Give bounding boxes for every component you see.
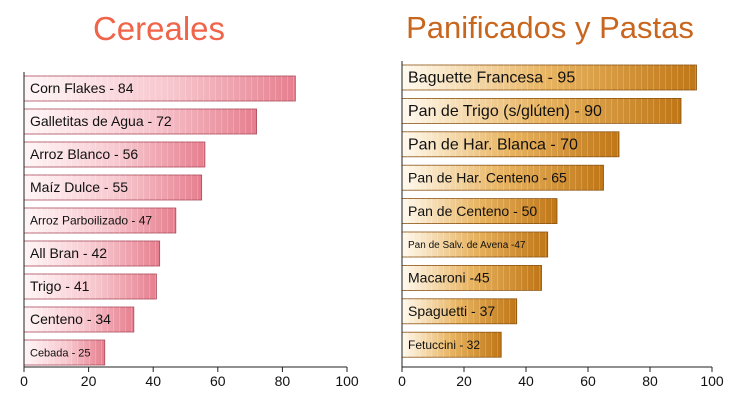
x-tick-label: 80 — [642, 373, 658, 389]
bar-label: Corn Flakes - 84 — [30, 80, 134, 96]
bar-texture — [24, 76, 296, 101]
bar-label: Pan de Har. Blanca - 70 — [408, 137, 578, 154]
bar-texture — [24, 208, 176, 233]
bar-label: Fetuccini - 32 — [408, 338, 480, 352]
bar-label: All Bran - 42 — [30, 245, 107, 261]
bar-texture — [402, 131, 619, 157]
x-tick-label: 80 — [275, 373, 291, 389]
x-tick-label: 0 — [20, 373, 28, 389]
bar-texture — [24, 175, 202, 200]
bar-texture — [24, 241, 160, 266]
bar-label: Arroz Blanco - 56 — [30, 146, 138, 162]
x-tick-label: 40 — [145, 373, 161, 389]
bar-texture — [402, 332, 502, 358]
bar-texture — [24, 307, 134, 332]
x-tick-label: 100 — [700, 373, 724, 389]
x-tick-label: 0 — [398, 373, 406, 389]
bar-texture — [402, 265, 542, 291]
bar-label: Pan de Centeno - 50 — [408, 203, 537, 219]
bar-texture — [402, 232, 548, 257]
bar-label: Arroz Parboilizado - 47 — [30, 214, 152, 228]
bar-label: Baguette Francesa - 95 — [408, 70, 575, 87]
x-tick-label: 100 — [335, 373, 359, 389]
bar-label: Pan de Har. Centeno - 65 — [408, 169, 567, 185]
chart-panel-panificados: Baguette Francesa - 95 Pan de Trigo (s/gl… — [398, 61, 724, 389]
x-tick-label: 20 — [456, 373, 472, 389]
bar-label: Trigo - 41 — [30, 278, 90, 294]
chart-title-panificados: Panificados y Pastas — [406, 10, 694, 45]
x-tick-label: 60 — [580, 373, 596, 389]
bar-texture — [402, 65, 697, 90]
x-tick-label: 20 — [81, 373, 97, 389]
bar-label: Macaroni -45 — [408, 270, 490, 286]
bar-label: Pan de Salv. de Avena -47 — [408, 240, 526, 251]
bar-texture — [402, 165, 604, 191]
bar-texture — [24, 142, 205, 167]
x-tick-label: 60 — [210, 373, 226, 389]
bar-label: Maíz Dulce - 55 — [30, 179, 128, 195]
bar-label: Galletitas de Agua - 72 — [30, 113, 172, 129]
bar-texture — [24, 340, 105, 365]
bar-label: Centeno - 34 — [30, 311, 111, 327]
bar-texture — [402, 298, 517, 324]
bar-label: Spaguetti - 37 — [408, 303, 495, 319]
chart-panel-cereales: Corn Flakes - 84 Galletitas de Agua - 72 A… — [20, 72, 359, 389]
bar-texture — [402, 98, 681, 124]
bar-label: Pan de Trigo (s/glúten) - 90 — [408, 103, 602, 120]
x-tick-label: 40 — [518, 373, 534, 389]
bar-texture — [24, 109, 257, 134]
bar-texture — [402, 198, 557, 224]
chart-title-cereales: Cereales — [92, 10, 226, 47]
bar-label: Cebada - 25 — [30, 347, 91, 359]
bar-texture — [24, 274, 157, 299]
